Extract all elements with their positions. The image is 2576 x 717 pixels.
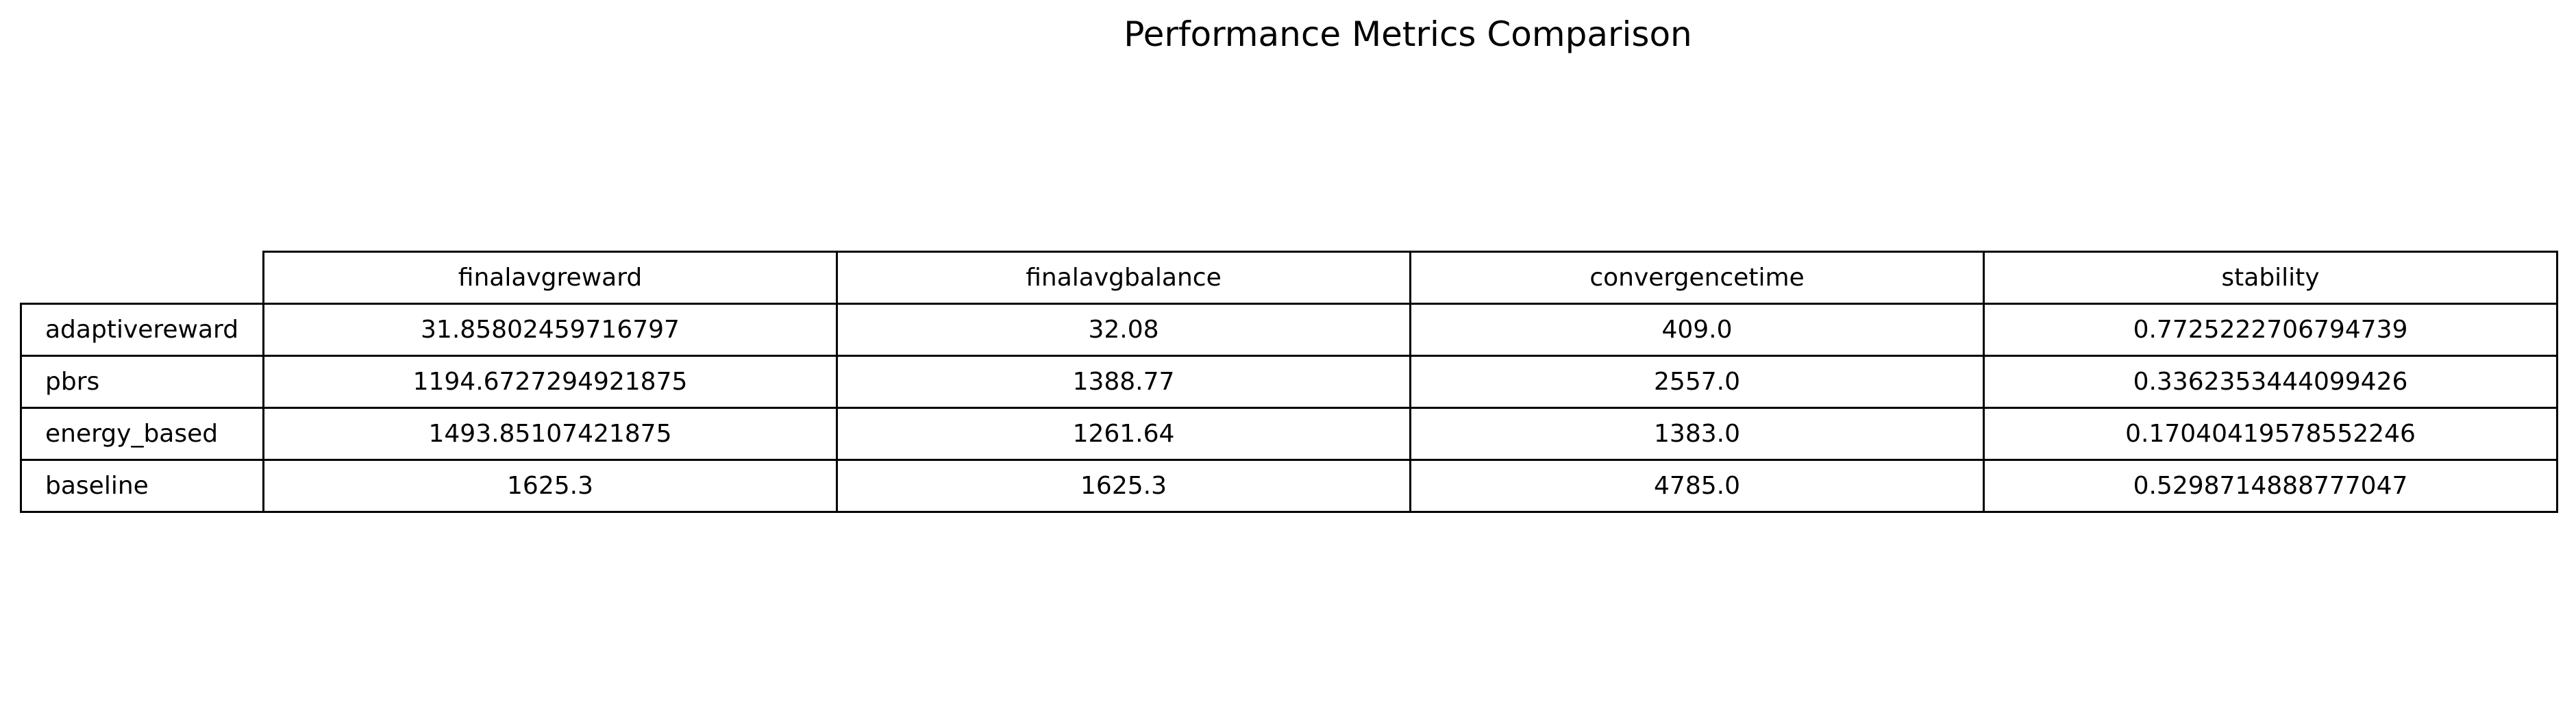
- table-cell: 1625.3: [836, 459, 1411, 513]
- table-cell: 1194.6727294921875: [262, 355, 838, 409]
- table-row: baseline 1625.3 1625.3 4785.0 0.52987148…: [20, 459, 2558, 513]
- table-cell: 1493.85107421875: [262, 407, 838, 461]
- table-cell: 32.08: [836, 303, 1411, 357]
- table-cell: 1261.64: [836, 407, 1411, 461]
- row-label: pbrs: [20, 355, 264, 409]
- row-label: energy_based: [20, 407, 264, 461]
- column-header: stability: [1983, 251, 2558, 305]
- table-cell: 1383.0: [1409, 407, 1985, 461]
- chart-title: Performance Metrics Comparison: [1124, 14, 1692, 54]
- table-cell: 0.5298714888777047: [1983, 459, 2558, 513]
- table-cell: 0.17040419578552246: [1983, 407, 2558, 461]
- metrics-table: finalavgreward finalavgbalance convergen…: [20, 251, 2558, 513]
- table-cell: 1388.77: [836, 355, 1411, 409]
- column-header: finalavgreward: [262, 251, 838, 305]
- table-cell: 1625.3: [262, 459, 838, 513]
- row-label: adaptivereward: [20, 303, 264, 357]
- table-row: pbrs 1194.6727294921875 1388.77 2557.0 0…: [20, 355, 2558, 409]
- column-header: finalavgbalance: [836, 251, 1411, 305]
- table-cell: 2557.0: [1409, 355, 1985, 409]
- row-label: baseline: [20, 459, 264, 513]
- table-corner-cell: [21, 252, 264, 304]
- column-header: convergencetime: [1409, 251, 1985, 305]
- table-cell: 4785.0: [1409, 459, 1985, 513]
- table-cell: 0.3362353444099426: [1983, 355, 2558, 409]
- table-cell: 0.7725222706794739: [1983, 303, 2558, 357]
- table-row: adaptivereward 31.85802459716797 32.08 4…: [20, 303, 2558, 357]
- table-row: energy_based 1493.85107421875 1261.64 13…: [20, 407, 2558, 461]
- table-cell: 31.85802459716797: [262, 303, 838, 357]
- table-cell: 409.0: [1409, 303, 1985, 357]
- table-header-row: finalavgreward finalavgbalance convergen…: [21, 251, 2558, 305]
